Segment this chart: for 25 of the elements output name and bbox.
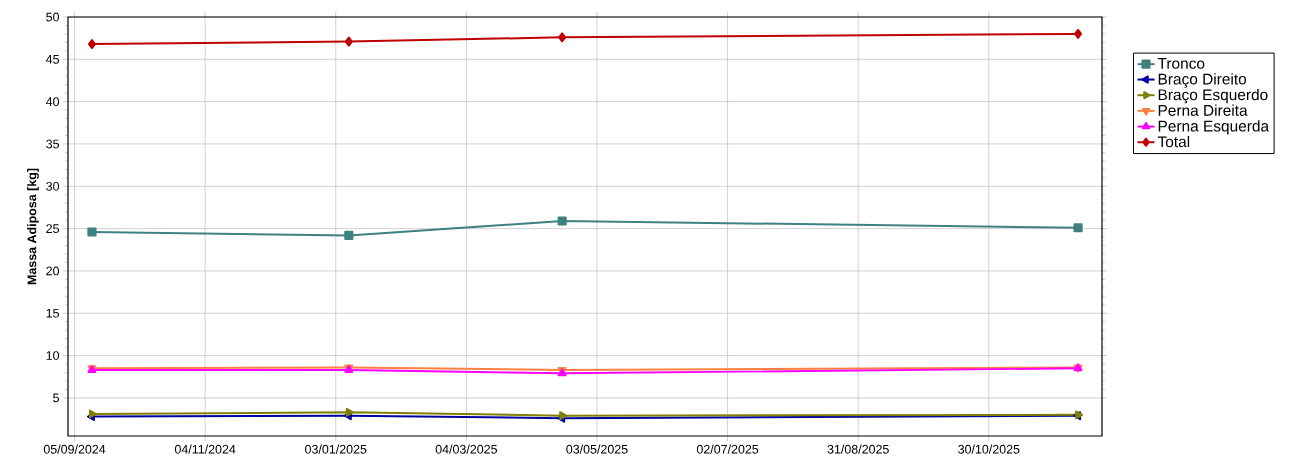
y-tick-label: 35 bbox=[46, 139, 59, 149]
x-tick-label: 30/10/2025 bbox=[958, 444, 1020, 454]
y-tick-label: 45 bbox=[45, 54, 59, 64]
x-tick-label: 04/11/2024 bbox=[174, 444, 236, 454]
x-tick-label: 04/03/2025 bbox=[435, 444, 497, 454]
y-tick-label: 25 bbox=[46, 224, 59, 234]
legend-label: Total bbox=[1157, 135, 1190, 148]
x-tick-label: 03/01/2025 bbox=[305, 444, 367, 454]
legend-label: Braço Direito bbox=[1158, 73, 1247, 88]
y-tick-label: 5 bbox=[53, 393, 59, 403]
y-axis-title: Massa Adiposa [kg] bbox=[27, 168, 39, 285]
x-tick-label: 05/09/2024 bbox=[43, 444, 106, 454]
legend-label: Perna Direita bbox=[1158, 104, 1248, 116]
y-tick-label: 40 bbox=[45, 97, 60, 107]
y-tick-label: 50 bbox=[46, 12, 60, 22]
y-tick-label: 15 bbox=[46, 308, 59, 318]
y-tick-label: 10 bbox=[46, 351, 60, 360]
legend-label: Perna Esquerda bbox=[1158, 120, 1270, 135]
legend-label: Braço Esquerdo bbox=[1158, 88, 1268, 104]
legend-label: Tronco bbox=[1157, 58, 1205, 69]
y-tick-label: 20 bbox=[46, 266, 60, 276]
y-tick-label: 30 bbox=[46, 181, 60, 191]
x-tick-label: 02/07/2025 bbox=[696, 444, 759, 454]
x-tick-label: 31/08/2025 bbox=[827, 444, 889, 454]
x-tick-label: 03/05/2025 bbox=[566, 444, 628, 454]
